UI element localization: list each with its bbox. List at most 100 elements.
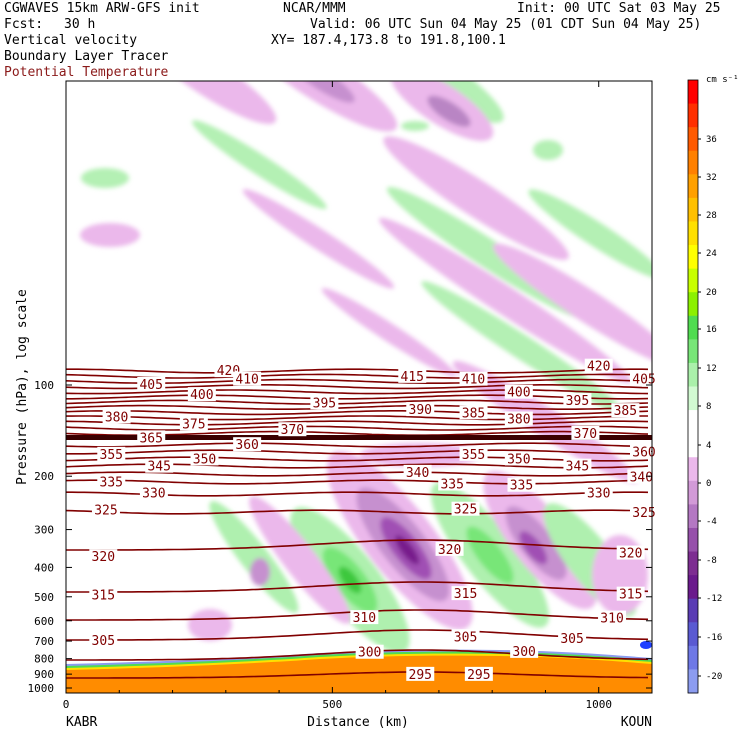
theta-label-bg: [91, 502, 120, 517]
colorbar-swatch: [688, 645, 698, 670]
theta-label: 315: [619, 588, 642, 603]
theta-label-bg: [97, 446, 126, 461]
colorbar-swatch: [688, 80, 698, 105]
colorbar-label: 12: [706, 364, 717, 374]
theta-label: 300: [512, 645, 535, 660]
colorbar-swatch: [688, 386, 698, 411]
x-tick-label: 1000: [585, 698, 612, 711]
theta-label-bg: [398, 368, 427, 383]
colorbar-label: 24: [706, 249, 717, 259]
theta-label-bg: [438, 476, 467, 491]
theta-label-bg: [451, 629, 480, 644]
colorbar-swatch: [688, 221, 698, 246]
theta-label: 310: [600, 612, 623, 627]
theta-label-bg: [630, 371, 659, 386]
theta-label-bg: [611, 403, 640, 418]
theta-label: 400: [190, 388, 213, 403]
field-vertical-velocity: Vertical velocity: [4, 33, 138, 48]
y-tick-label: 100: [34, 379, 54, 392]
field-bl-tracer: Boundary Layer Tracer: [4, 49, 169, 64]
theta-label-bg: [504, 451, 533, 466]
x-axis: 0 500 1000: [63, 81, 612, 711]
theta-label: 325: [454, 503, 477, 518]
colorbar-swatch: [688, 339, 698, 364]
colorbar-swatch: [688, 197, 698, 222]
y-tick-label: 1000: [28, 682, 55, 695]
field-potential-temperature: Potential Temperature: [4, 65, 169, 80]
theta-label-bg: [558, 631, 587, 646]
theta-label-bg: [89, 633, 118, 648]
theta-label: 405: [139, 378, 162, 393]
valid-time: Valid: 06 UTC Sun 04 May 25 (01 CDT Sun …: [310, 17, 702, 32]
y-axis-label: Pressure (hPa), log scale: [15, 289, 30, 485]
colorbar-label: 4: [706, 441, 711, 451]
plot-frame: [65, 80, 653, 694]
init-time: Init: 00 UTC Sat 03 May 25: [517, 1, 721, 16]
colorbar-swatch: [688, 268, 698, 293]
theta-label: 325: [94, 504, 117, 519]
colorbar-swatch: [688, 362, 698, 387]
theta-label-bg: [435, 541, 464, 556]
theta-label-bg: [89, 587, 118, 602]
theta-label-bg: [97, 474, 126, 489]
y-tick-label: 300: [34, 524, 54, 537]
theta-label: 385: [462, 406, 485, 421]
theta-label-bg: [145, 458, 174, 473]
theta-label: 330: [142, 486, 165, 501]
colorbar-label: 32: [706, 173, 717, 183]
colorbar-swatch: [688, 598, 698, 623]
y-tick-label: 700: [34, 635, 54, 648]
fcst-label: Fcst:: [4, 17, 44, 32]
colorbar-swatch: [688, 480, 698, 505]
theta-label-bg: [187, 387, 216, 402]
theta-label-bg: [584, 485, 613, 500]
x-tick-label: 500: [322, 698, 342, 711]
theta-label-bg: [403, 464, 432, 479]
theta-label-bg: [571, 425, 600, 440]
theta-contour: [66, 425, 649, 431]
theta-label: 380: [507, 413, 530, 428]
theta-label: 315: [92, 588, 115, 603]
theta-contour: [66, 539, 649, 551]
colorbar-label: -8: [706, 556, 717, 566]
theta-label-bg: [451, 501, 480, 516]
theta-label: 355: [100, 448, 123, 463]
theta-label-bg: [504, 384, 533, 399]
theta-label: 315: [454, 587, 477, 602]
theta-label-bg: [137, 377, 166, 391]
theta-contour: [66, 509, 649, 515]
theta-label-bg: [616, 586, 645, 601]
colorbar-swatch: [688, 622, 698, 647]
colorbar-swatch: [688, 127, 698, 152]
colorbar-swatch: [688, 527, 698, 553]
theta-contour: [66, 399, 649, 405]
theta-label-bg: [627, 469, 656, 484]
theta-contour: [66, 389, 649, 395]
theta-label-bg: [630, 444, 659, 459]
colorbar-swatch: [688, 410, 698, 435]
x-axis-label: Distance (km): [307, 715, 409, 730]
theta-label: 370: [574, 427, 597, 442]
center-label: NCAR/MMM: [283, 1, 346, 16]
theta-label: 310: [353, 611, 376, 626]
theta-label: 305: [454, 630, 477, 645]
colorbar-swatch: [688, 103, 698, 128]
theta-label: 375: [182, 417, 205, 432]
theta-label: 365: [139, 431, 162, 446]
theta-label: 360: [235, 438, 258, 453]
theta-label: 330: [587, 486, 610, 501]
theta-label: 410: [462, 373, 485, 388]
colorbar-label: 28: [706, 211, 717, 221]
theta-label-bg: [350, 610, 379, 625]
theta-label-bg: [459, 405, 488, 420]
theta-label: 355: [462, 448, 485, 463]
theta-label: 390: [409, 403, 432, 418]
theta-label-bg: [510, 643, 539, 658]
x-tick-label: 0: [63, 698, 70, 711]
y-tick-label: 400: [34, 561, 54, 574]
colorbar-label: -16: [706, 633, 722, 643]
theta-label-bg: [310, 395, 339, 410]
colorbar-swatch: [688, 315, 698, 340]
theta-contour: [66, 449, 648, 455]
